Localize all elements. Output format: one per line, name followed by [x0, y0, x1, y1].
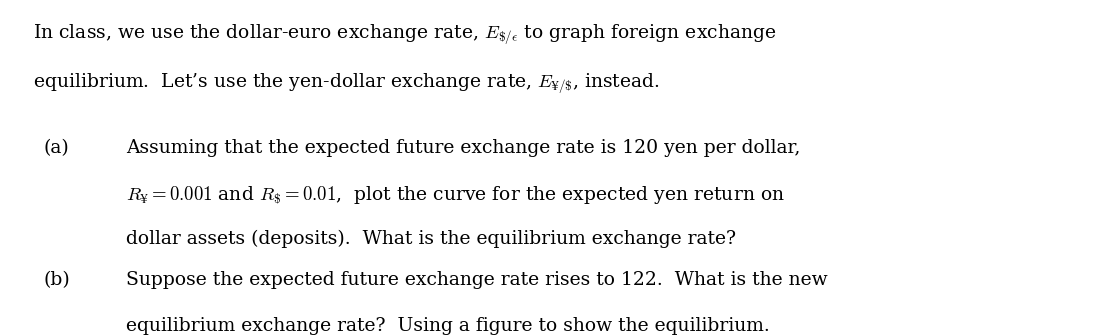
- Text: (b): (b): [44, 271, 70, 290]
- Text: $R_{\yen} = 0.001$ and $R_{\$} = 0.01$,  plot the curve for the expected yen ret: $R_{\yen} = 0.001$ and $R_{\$} = 0.01$, …: [126, 184, 785, 206]
- Text: equilibrium.  Let’s use the yen-dollar exchange rate, $E_{\yen/\$}$, instead.: equilibrium. Let’s use the yen-dollar ex…: [33, 71, 660, 95]
- Text: Assuming that the expected future exchange rate is 120 yen per dollar,: Assuming that the expected future exchan…: [126, 139, 800, 157]
- Text: equilibrium exchange rate?  Using a figure to show the equilibrium.: equilibrium exchange rate? Using a figur…: [126, 317, 770, 335]
- Text: dollar assets (deposits).  What is the equilibrium exchange rate?: dollar assets (deposits). What is the eq…: [126, 229, 737, 248]
- Text: Suppose the expected future exchange rate rises to 122.  What is the new: Suppose the expected future exchange rat…: [126, 271, 828, 290]
- Text: (a): (a): [44, 139, 69, 157]
- Text: In class, we use the dollar-euro exchange rate, $E_{\$/\epsilon}$ to graph forei: In class, we use the dollar-euro exchang…: [33, 23, 776, 46]
